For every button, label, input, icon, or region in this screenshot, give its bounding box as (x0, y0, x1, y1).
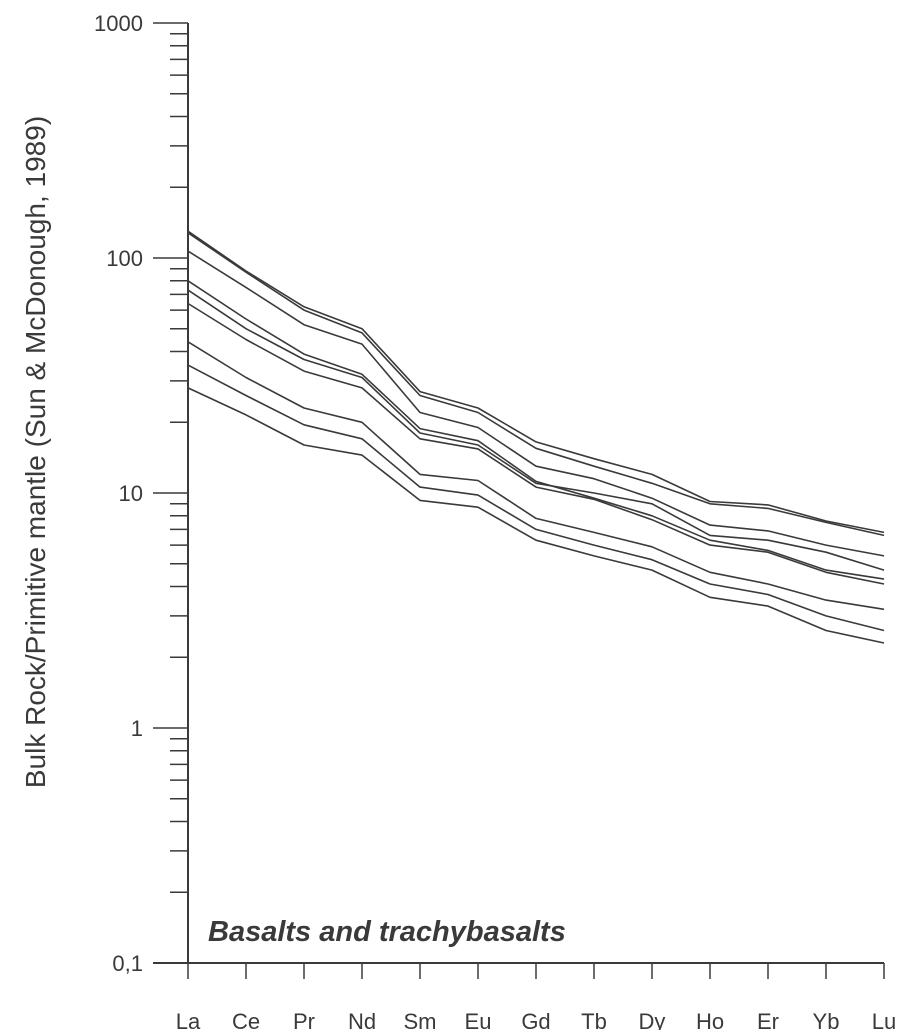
series-line-8 (187, 364, 885, 632)
x-tick-label: Yb (813, 1009, 840, 1030)
series-line-6 (187, 302, 885, 585)
chart-annotation: Basalts and trachybasalts (208, 916, 566, 948)
series-line-1 (187, 230, 885, 534)
x-tick-label: Gd (521, 1009, 550, 1030)
x-tick-label: Eu (465, 1009, 492, 1030)
x-tick-label: Pr (293, 1009, 315, 1030)
series-group (187, 230, 885, 644)
x-tick-label: Sm (404, 1009, 437, 1030)
axes (153, 22, 885, 979)
y-tick-label: 10 (119, 481, 143, 506)
series-line-7 (187, 341, 885, 611)
x-tick-label: Ce (232, 1009, 260, 1030)
x-tick-label: Lu (872, 1009, 896, 1030)
series-line-2 (187, 232, 885, 537)
series-line-3 (187, 250, 885, 557)
y-tick-label: 0,1 (112, 951, 143, 976)
labels: 0,1 1 10 100 1000 La Ce Pr Nd Sm Eu Gd Tb Dy Ho Er Yb Lu (94, 11, 896, 1030)
y-tick-label: 1000 (94, 11, 143, 36)
x-tick-label: Dy (639, 1009, 666, 1030)
x-tick-label: La (176, 1009, 201, 1030)
series-line-5 (187, 289, 885, 571)
y-tick-label: 100 (106, 246, 143, 271)
series-line-4 (187, 280, 885, 580)
y-axis-title: Bulk Rock/Primitive mantle (Sun & McDono… (20, 116, 51, 788)
x-tick-label: Ho (696, 1009, 724, 1030)
x-tick-label: Tb (581, 1009, 607, 1030)
x-tick-label: Er (757, 1009, 779, 1030)
x-tick-label: Nd (348, 1009, 376, 1030)
y-tick-label: 1 (131, 716, 143, 741)
series-line-9 (187, 387, 885, 644)
